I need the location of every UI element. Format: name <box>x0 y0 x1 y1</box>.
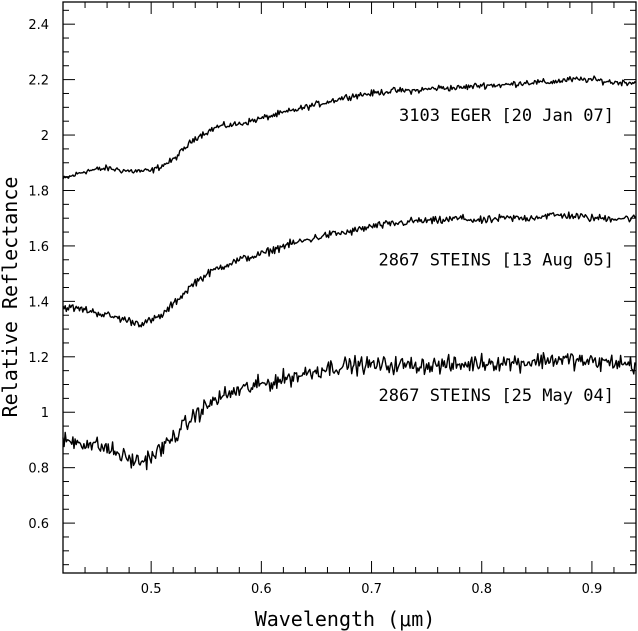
x-tick-label: 0.9 <box>582 582 603 597</box>
series-line-2867-steins-13-aug-05 <box>62 211 637 328</box>
y-tick-label: 1.8 <box>28 184 49 199</box>
series-annotation: 2867 STEINS [25 May 04] <box>379 386 614 406</box>
y-axis-title: Relative Reflectance <box>0 177 22 418</box>
y-tick-label: 1 <box>41 406 49 421</box>
series-annotation: 2867 STEINS [13 Aug 05] <box>379 250 614 270</box>
labels-layer: 0.5 0.6 0.7 0.8 0.9 0.6 0.8 1 1.2 1.4 1.6 1.8 2 2.2 2.… <box>28 18 614 597</box>
x-tick-label: 0.7 <box>361 582 382 597</box>
plot-frame <box>62 1 637 574</box>
series-line-3103-eger-20-jan-07 <box>62 75 637 180</box>
y-tick-label: 0.8 <box>28 462 49 477</box>
series-line-2867-steins-25-may-04 <box>62 352 637 471</box>
x-tick-label: 0.8 <box>471 582 492 597</box>
y-tick-label: 1.4 <box>28 295 49 310</box>
y-tick-label: 2 <box>41 129 49 144</box>
y-tick-label: 0.6 <box>28 517 49 532</box>
x-axis-title: Wavelength (μm) <box>255 607 436 631</box>
y-tick-label: 1.2 <box>28 351 49 366</box>
y-tick-label: 2.2 <box>28 74 49 89</box>
ticks-layer <box>63 2 637 573</box>
x-tick-label: 0.6 <box>251 582 272 597</box>
series-annotation: 3103 EGER [20 Jan 07] <box>399 106 614 126</box>
x-tick-label: 0.5 <box>141 582 162 597</box>
y-tick-label: 1.6 <box>28 240 49 255</box>
y-tick-label: 2.4 <box>28 18 49 33</box>
series-layer <box>62 75 637 471</box>
